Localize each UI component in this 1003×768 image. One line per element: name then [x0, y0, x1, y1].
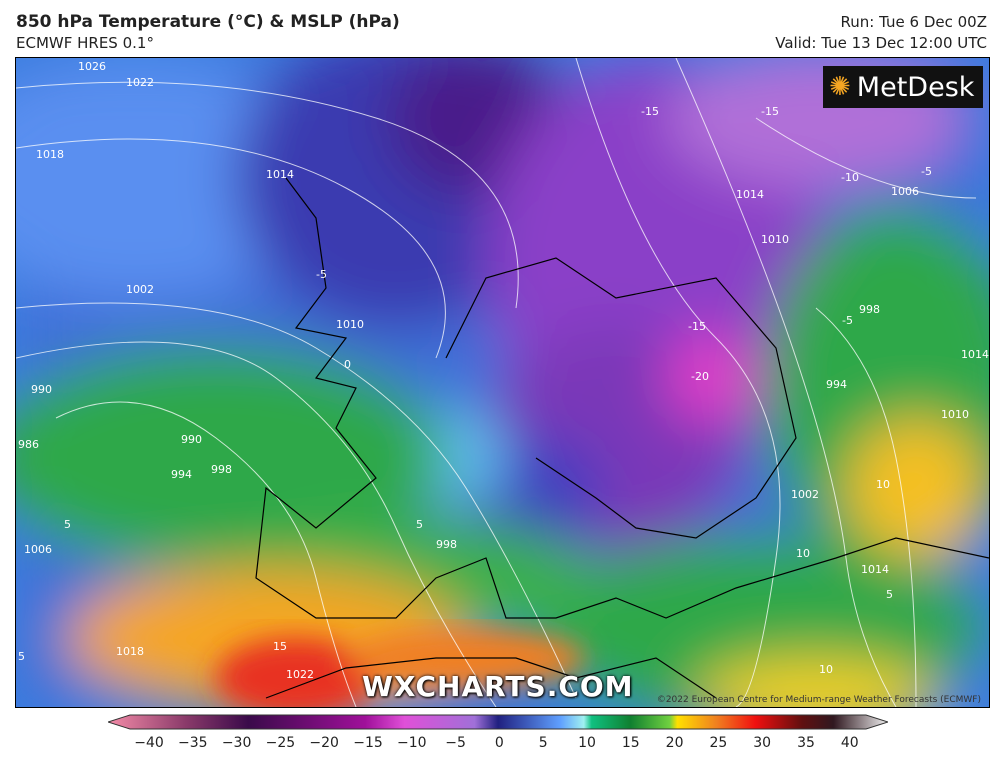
coastlines — [255, 177, 989, 699]
temp-label: 10 — [796, 547, 810, 560]
colorbar-tick-label: 25 — [709, 735, 728, 751]
isobar-label: 1014 — [861, 563, 889, 576]
isobars — [16, 58, 977, 707]
metdesk-logo: ✺ MetDesk — [823, 66, 983, 108]
isobar-label: 1026 — [78, 60, 106, 73]
colorbar-tick-label: 15 — [621, 735, 640, 751]
isobar-label: 998 — [436, 538, 457, 551]
colorbar — [108, 714, 888, 730]
temperature-field: 1026 1022 1018 1014 1010 1006 1002 998 9… — [16, 58, 989, 707]
temp-label: 5 — [64, 518, 71, 531]
temp-label: 15 — [273, 640, 287, 653]
isobar-label: 990 — [181, 433, 202, 446]
model-label: ECMWF HRES 0.1° — [16, 34, 154, 52]
colorbar-tick-label: −40 — [134, 735, 164, 751]
colorbar-tick-label: −15 — [353, 735, 383, 751]
map-labels: 1026 1022 1018 1014 1010 1006 1002 998 9… — [18, 60, 989, 681]
isobar-label: 986 — [18, 438, 39, 451]
colorbar-tick-label: 5 — [538, 735, 548, 751]
metdesk-star-icon: ✺ — [829, 72, 851, 102]
temp-label: -5 — [921, 165, 932, 178]
isobar-label: 1010 — [941, 408, 969, 421]
isobar-label: 998 — [859, 303, 880, 316]
temp-label: -20 — [691, 370, 709, 383]
isobar-label: 1002 — [791, 488, 819, 501]
temp-label: 5 — [416, 518, 423, 531]
temp-label: 5 — [18, 650, 25, 663]
temp-label: -15 — [688, 320, 706, 333]
colorbar-tick-label: −10 — [397, 735, 427, 751]
chart-title: 850 hPa Temperature (°C) & MSLP (hPa) — [16, 12, 400, 32]
colorbar-tick-label: 35 — [797, 735, 815, 751]
run-time: Run: Tue 6 Dec 00Z — [840, 13, 987, 31]
colorbar-tick-label: 0 — [494, 735, 504, 751]
isobar-label: 1018 — [36, 148, 64, 161]
temp-label: -15 — [641, 105, 659, 118]
isobar-label: 1010 — [761, 233, 789, 246]
temp-label: -10 — [841, 171, 859, 184]
colorbar-tick-label: −5 — [445, 735, 466, 751]
colorbar-tick-label: 40 — [840, 735, 859, 751]
isobar-label: 1014 — [266, 168, 294, 181]
colorbar-tick-label: 30 — [753, 735, 772, 751]
isobar-label: 1006 — [891, 185, 919, 198]
temp-label: -15 — [761, 105, 779, 118]
isobar-label: 1022 — [286, 668, 314, 681]
colorbar-tick-label: −35 — [178, 735, 208, 751]
isobar-label: 994 — [171, 468, 192, 481]
isobar-label: 990 — [31, 383, 52, 396]
isobar-label: 1002 — [126, 283, 154, 296]
isobar-label: 998 — [211, 463, 232, 476]
colorbar-tick-label: −25 — [265, 735, 296, 751]
colorbar-tick-label: −30 — [221, 735, 252, 751]
colorbar-tick-label: −20 — [309, 735, 339, 751]
isobar-label: 1014 — [961, 348, 989, 361]
temp-label: -5 — [842, 314, 853, 327]
watermark: WXCHARTS.COM — [362, 670, 634, 703]
temp-label: 10 — [819, 663, 833, 676]
isobar-label: 1010 — [336, 318, 364, 331]
weather-map[interactable]: 1026 1022 1018 1014 1010 1006 1002 998 9… — [15, 57, 990, 708]
valid-time: Valid: Tue 13 Dec 12:00 UTC — [775, 34, 987, 52]
colorbar-tick-label: 10 — [578, 735, 596, 751]
temp-label: 5 — [886, 588, 893, 601]
logo-text: MetDesk — [856, 71, 975, 103]
isobar-label: 1022 — [126, 76, 154, 89]
isobar-label: 994 — [826, 378, 847, 391]
temp-label: 10 — [876, 478, 890, 491]
colorbar-tick-label: 20 — [665, 735, 684, 751]
isobar-label: 1018 — [116, 645, 144, 658]
temp-label: 0 — [344, 358, 351, 371]
isobar-label: 1006 — [24, 543, 52, 556]
copyright: ©2022 European Centre for Medium-range W… — [656, 695, 981, 705]
temp-label: -5 — [316, 268, 327, 281]
isobar-label: 1014 — [736, 188, 764, 201]
